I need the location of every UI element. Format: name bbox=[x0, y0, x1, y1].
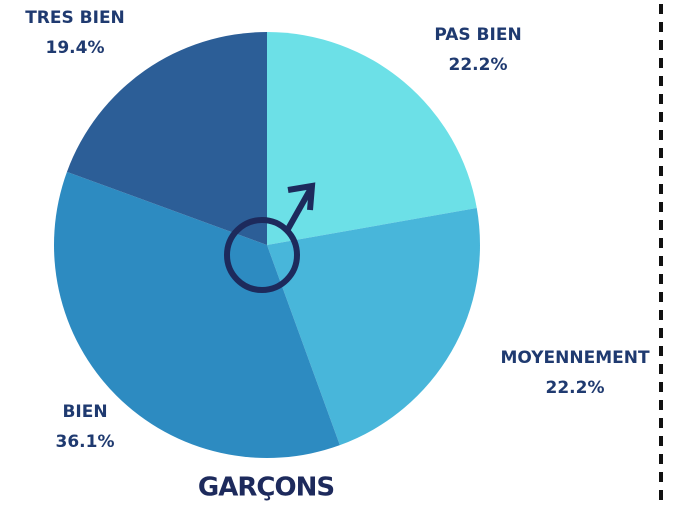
slice-value: 36.1% bbox=[56, 432, 115, 452]
slice-value: 22.2% bbox=[449, 55, 508, 75]
pie-slice bbox=[267, 32, 477, 245]
male-symbol bbox=[224, 182, 316, 293]
pie-slice bbox=[66, 32, 267, 245]
slice-value: 22.2% bbox=[546, 378, 605, 398]
pie-slice bbox=[53, 171, 340, 458]
slice-label: MOYENNEMENT bbox=[500, 348, 650, 368]
chart-title: GARÇONS bbox=[198, 473, 334, 503]
slice-label: TRES BIEN bbox=[25, 8, 125, 28]
slice-label: PAS BIEN bbox=[434, 25, 521, 45]
slice-label: BIEN bbox=[62, 402, 107, 422]
slice-value: 19.4% bbox=[46, 38, 105, 58]
pie bbox=[53, 32, 480, 458]
pie-slice bbox=[267, 208, 480, 446]
